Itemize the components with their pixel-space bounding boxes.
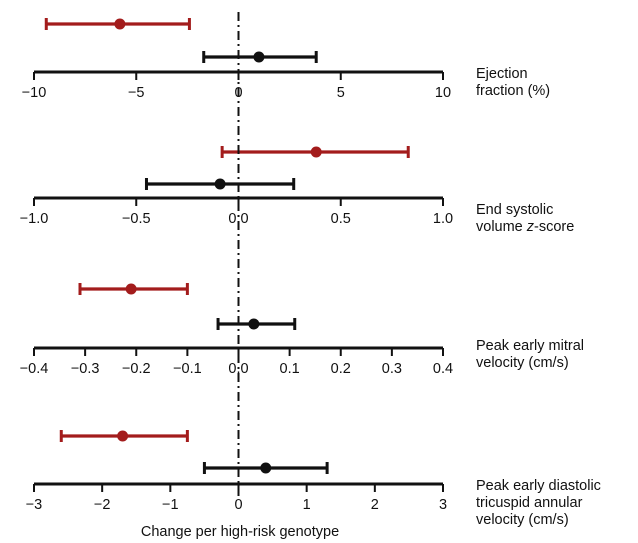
estimate-point (248, 318, 260, 330)
panel-label-end-systolic-volume: End systolic volume z-score (476, 202, 574, 236)
panel-label-line: volume z-score (476, 219, 575, 235)
tick-label: −0.5 (122, 211, 151, 227)
tick-label: 5 (337, 85, 345, 101)
tick-label: 0.1 (280, 361, 300, 377)
tick-label: −0.3 (71, 361, 100, 377)
panel-label-line: velocity (cm/s) (476, 355, 569, 371)
panel-label-line: Peak early mitral (476, 338, 584, 354)
tick-label: 0.3 (382, 361, 402, 377)
tick-label: −0.4 (20, 361, 49, 377)
panel-label-ejection-fraction: Ejection fraction (%) (476, 66, 550, 100)
tick-label: −10 (22, 85, 47, 101)
estimate-point (214, 178, 226, 190)
tick-label: 0.4 (433, 361, 453, 377)
panel-label-line: velocity (cm/s) (476, 512, 569, 528)
tick-label: −0.1 (173, 361, 202, 377)
panel-peak-early-mitral: −0.4−0.3−0.2−0.10.00.10.20.30.4 (20, 283, 453, 377)
tick-label: −3 (26, 497, 43, 513)
panel-label-line: Ejection (476, 66, 528, 82)
tick-label: 2 (371, 497, 379, 513)
tick-label: 0.2 (331, 361, 351, 377)
tick-label: −0.2 (122, 361, 151, 377)
tick-label: 0 (234, 497, 242, 513)
estimate-point (260, 462, 272, 474)
estimate-point (117, 430, 129, 442)
tick-label: 10 (435, 85, 451, 101)
estimate-point (310, 146, 322, 158)
z-italic: z (526, 219, 535, 235)
panel-end-systolic-volume: −1.0 −0.5 0.0 0.5 1.0 (20, 146, 453, 227)
estimate-point (114, 18, 126, 30)
panel-label-line: End systolic (476, 202, 554, 218)
panel-peak-early-tricuspid: −3 −2 −1 0 1 2 3 (26, 430, 447, 513)
panel-label-line: fraction (%) (476, 83, 551, 99)
panel-ejection-fraction: −10−50510 (22, 18, 451, 101)
tick-label: −1 (162, 497, 179, 513)
panel-label-peak-early-diastolic-tricuspid: Peak early diastolic tricuspid annular v… (476, 478, 601, 529)
panel-label-line: Peak early diastolic (476, 478, 601, 494)
x-axis-label: Change per high-risk genotype (140, 524, 340, 540)
tick-label: −1.0 (20, 211, 49, 227)
tick-label: 1.0 (433, 211, 453, 227)
estimate-point (125, 283, 137, 295)
tick-label: −2 (94, 497, 111, 513)
tick-label: 1 (303, 497, 311, 513)
tick-label: 0.0 (228, 211, 248, 227)
panel-label-peak-early-mitral-velocity: Peak early mitral velocity (cm/s) (476, 338, 584, 372)
panel-label-line: tricuspid annular (476, 495, 583, 511)
tick-label: 3 (439, 497, 447, 513)
tick-label: 0.5 (331, 211, 351, 227)
estimate-point (253, 51, 265, 63)
tick-label: −5 (128, 85, 145, 101)
